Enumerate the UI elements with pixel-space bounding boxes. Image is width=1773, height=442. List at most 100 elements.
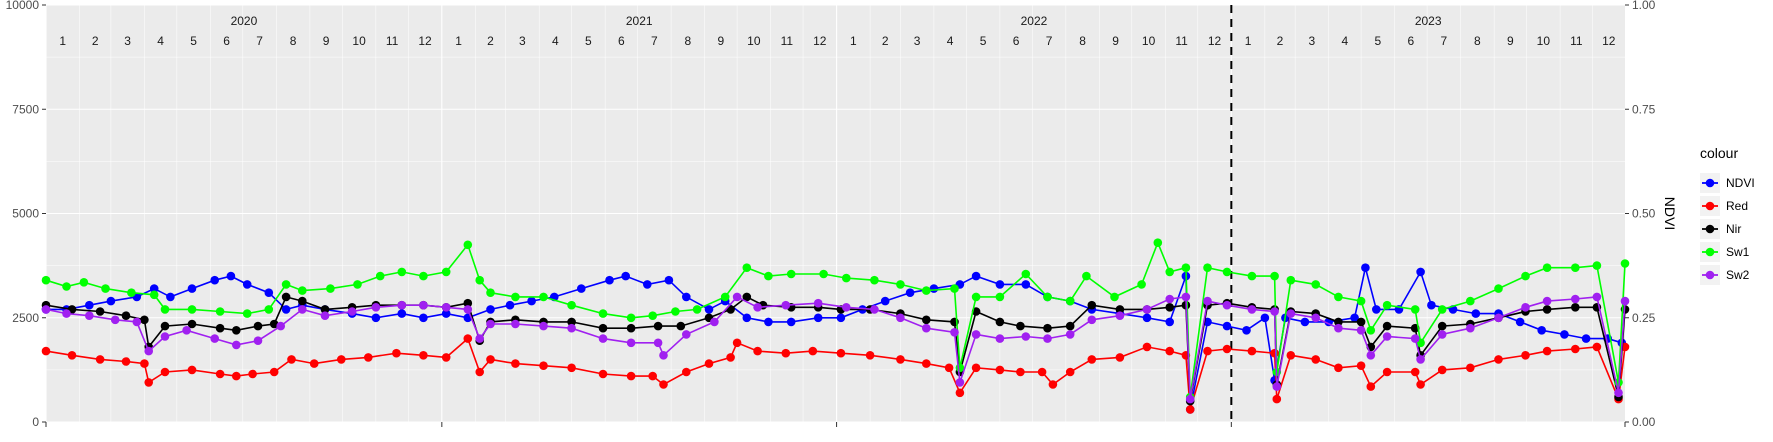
data-point-sw1: [419, 271, 428, 281]
data-point-sw2: [182, 326, 191, 335]
data-point-sw2: [1366, 351, 1376, 360]
data-point-ndvi: [85, 300, 94, 310]
month-label: 3: [914, 34, 921, 48]
data-point-sw1: [1382, 300, 1392, 310]
data-point-red: [704, 359, 714, 368]
data-point-nir: [1115, 305, 1125, 314]
month-label: 4: [1342, 34, 1349, 48]
data-point-nir: [1043, 323, 1052, 333]
month-label: 2: [1277, 34, 1284, 48]
legend-label-ndvi: NDVI: [1726, 176, 1755, 190]
data-point-sw2: [511, 319, 520, 329]
data-point-sw2: [1614, 388, 1623, 398]
data-point-sw2: [682, 330, 691, 339]
month-label: 8: [1079, 34, 1086, 48]
data-point-ndvi: [664, 275, 674, 285]
month-label: 10: [1537, 34, 1551, 48]
data-point-ndvi: [880, 296, 890, 306]
data-point-red: [1142, 342, 1152, 352]
data-point-nir: [676, 321, 686, 331]
legend-key-point-sw1: [1705, 247, 1715, 257]
data-point-red: [1222, 344, 1232, 354]
data-point-ndvi: [1165, 317, 1174, 327]
data-point-sw2: [160, 332, 170, 341]
data-point-ndvi: [1515, 317, 1525, 327]
data-point-sw1: [567, 300, 576, 310]
month-label: 11: [781, 34, 794, 48]
data-point-nir: [121, 311, 131, 321]
data-point-red: [682, 367, 691, 377]
data-point-ndvi: [106, 296, 116, 306]
data-point-sw1: [922, 286, 931, 295]
data-point-ndvi: [764, 317, 773, 327]
data-point-red: [1521, 351, 1530, 360]
data-point-ndvi: [1242, 326, 1251, 335]
right-axis-tick-label: 0.25: [1632, 311, 1656, 325]
month-label: 2: [487, 34, 494, 48]
data-point-nir: [1087, 300, 1097, 310]
data-point-sw2: [419, 300, 428, 310]
data-point-sw2: [232, 340, 241, 350]
series-line-red: [45, 337, 1626, 410]
month-label: 5: [585, 34, 592, 48]
data-point-ndvi: [1416, 267, 1425, 277]
data-point-sw1: [149, 290, 159, 300]
year-label: 2021: [626, 14, 653, 28]
data-point-sw1: [511, 292, 520, 302]
data-point-red: [1410, 367, 1420, 377]
data-point-sw1: [215, 307, 225, 316]
data-point-sw2: [710, 317, 719, 327]
data-point-red: [1571, 344, 1580, 354]
month-label: 12: [1208, 34, 1222, 48]
month-label: 6: [1013, 34, 1020, 48]
data-point-red: [1366, 382, 1376, 391]
data-point-nir: [320, 305, 330, 314]
data-point-sw1: [326, 284, 335, 293]
data-point-nir: [922, 315, 931, 325]
month-label: 2: [882, 34, 889, 48]
month-label: 8: [290, 34, 297, 48]
data-point-sw1: [971, 292, 981, 302]
data-point-red: [309, 359, 319, 368]
data-point-red: [971, 363, 981, 373]
data-point-ndvi: [971, 271, 981, 281]
data-point-red: [287, 355, 296, 364]
legend-title: colour: [1700, 145, 1738, 161]
data-point-sw2: [1416, 355, 1425, 364]
data-point-sw1: [1043, 292, 1052, 302]
data-point-ndvi: [441, 309, 451, 318]
data-point-red: [1016, 367, 1025, 377]
data-point-ndvi: [1222, 321, 1232, 331]
data-point-red: [364, 353, 373, 362]
data-point-sw2: [475, 334, 485, 343]
data-point-sw2: [397, 300, 407, 310]
month-label: 4: [552, 34, 559, 48]
right-axis: 0.00 0.25 0.50 0.75 1.00: [1625, 0, 1656, 429]
data-point-ndvi: [786, 317, 796, 327]
month-label: 11: [1175, 34, 1188, 48]
data-point-nir: [598, 323, 608, 333]
data-point-red: [732, 338, 742, 348]
data-point-red: [922, 359, 931, 368]
month-label: 12: [813, 34, 827, 48]
month-label: 7: [256, 34, 263, 48]
data-point-sw1: [1356, 296, 1366, 306]
data-point-sw2: [1521, 303, 1530, 312]
data-point-nir: [1356, 317, 1366, 327]
left-axis-tick-label: 2500: [12, 311, 39, 325]
data-point-red: [1048, 380, 1058, 389]
data-point-sw1: [648, 311, 657, 321]
data-point-sw2: [995, 334, 1005, 343]
data-point-sw2: [1021, 332, 1031, 341]
data-point-sw2: [371, 303, 381, 312]
data-point-red: [144, 378, 153, 387]
data-point-ndvi: [1300, 317, 1310, 327]
data-point-sw2: [1311, 313, 1320, 323]
data-point-red: [1203, 346, 1212, 356]
data-point-ndvi: [1581, 334, 1591, 343]
data-point-red: [1165, 346, 1174, 356]
data-point-ndvi: [166, 292, 175, 302]
data-point-sw2: [320, 311, 330, 321]
data-point-ndvi: [605, 275, 614, 285]
data-point-sw1: [1437, 305, 1447, 314]
